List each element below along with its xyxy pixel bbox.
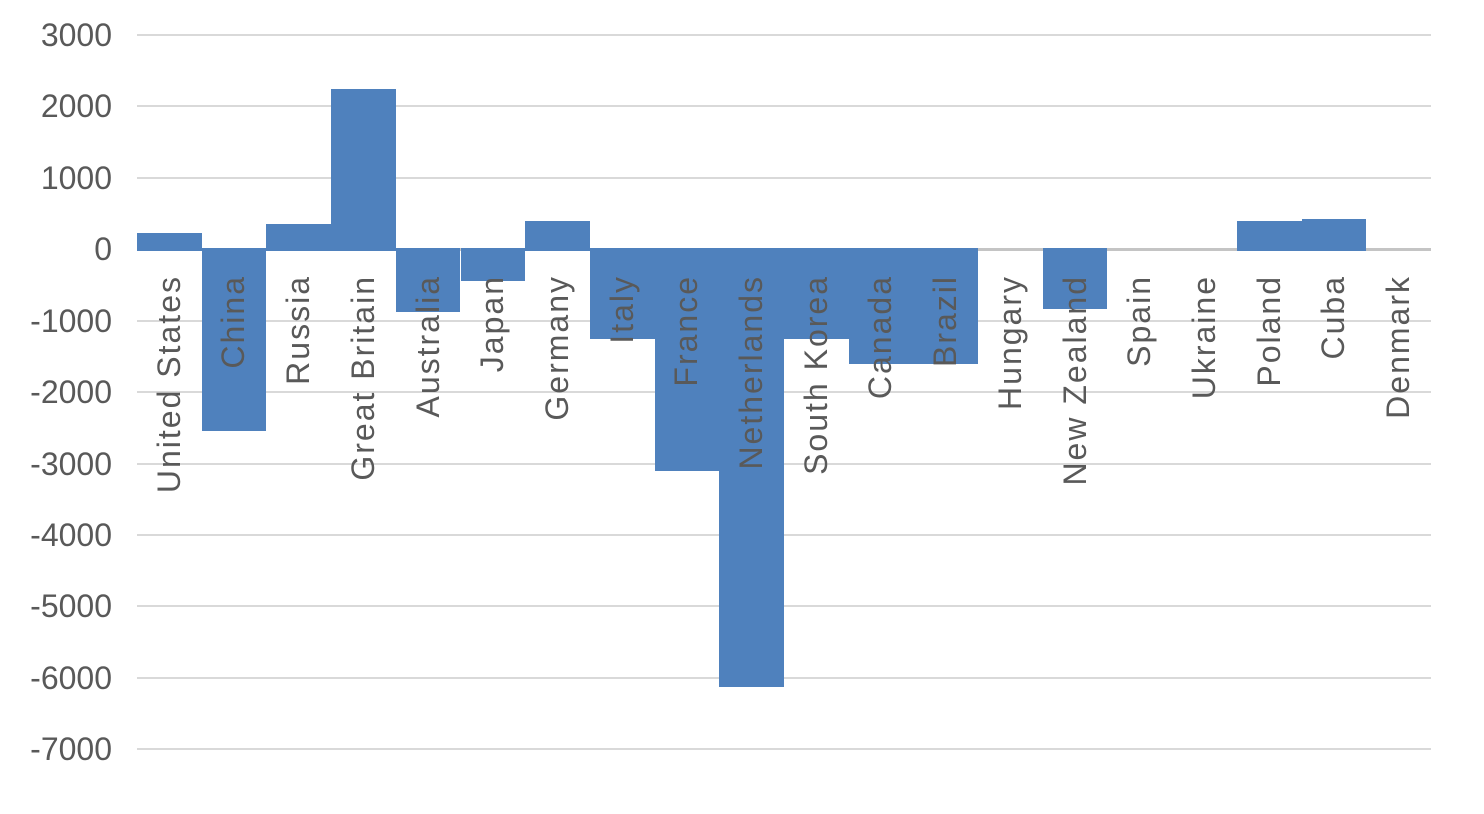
category-label-text: Poland [1250, 275, 1287, 387]
gridline--5000 [137, 605, 1431, 608]
ytick-label--1000: -1000 [30, 302, 112, 339]
gridline--3000 [137, 462, 1431, 465]
category-label-text: Cuba [1315, 275, 1352, 360]
category-label-australia: Australia [396, 275, 461, 535]
bar-germany [525, 220, 590, 251]
bar-cuba [1301, 219, 1367, 251]
bar-france [654, 248, 720, 471]
bar-great-britain [331, 88, 396, 251]
category-label-denmark: Denmark [1366, 275, 1431, 535]
category-label-text: Ukraine [1185, 275, 1222, 400]
category-label-text: Russia [280, 275, 317, 386]
category-label-united-states: United States [137, 275, 202, 535]
ytick-label--6000: -6000 [30, 659, 112, 696]
bar-russia [266, 224, 332, 251]
category-label-hungary: Hungary [978, 275, 1043, 535]
ytick-label-0: 0 [94, 231, 112, 268]
bar-new-zealand [1042, 248, 1108, 309]
ytick-label--4000: -4000 [30, 517, 112, 553]
bar-united-states [137, 232, 202, 251]
category-label-germany: Germany [525, 275, 590, 535]
category-label-text: Great Britain [344, 275, 381, 481]
category-label-text: Denmark [1380, 275, 1417, 420]
bar-poland [1236, 221, 1302, 251]
ytick-label--2000: -2000 [30, 374, 112, 411]
bar-south-korea [784, 248, 849, 340]
ytick-label--5000: -5000 [30, 588, 112, 625]
category-label-japan: Japan [461, 275, 526, 535]
category-label-spain: Spain [1108, 275, 1173, 535]
bar-italy [589, 248, 655, 339]
category-label-text: Japan [474, 275, 511, 373]
gridline--7000 [137, 748, 1431, 751]
category-label-new-zealand: New Zealand [1043, 275, 1108, 535]
gridline--4000 [137, 534, 1431, 536]
category-label-poland: Poland [1237, 275, 1302, 535]
category-label-text: United States [150, 275, 187, 494]
gridline--2000 [137, 391, 1431, 394]
bar-china [201, 248, 267, 432]
bar-netherlands [719, 248, 784, 688]
gridline-2000 [137, 105, 1431, 108]
gridline-3000 [137, 34, 1431, 36]
ytick-label--3000: -3000 [30, 445, 112, 482]
bar-japan [460, 248, 526, 281]
category-label-russia: Russia [266, 275, 331, 535]
gridline--6000 [137, 676, 1431, 679]
category-label-ukraine: Ukraine [1172, 275, 1237, 535]
ytick-label-1000: 1000 [40, 159, 112, 196]
gridline-1000 [137, 176, 1431, 179]
ytick-label-3000: 3000 [40, 17, 112, 53]
bar-canada [848, 248, 914, 364]
bar-australia [395, 248, 461, 313]
category-label-text: Germany [538, 275, 575, 421]
category-label-great-britain: Great Britain [331, 275, 396, 535]
category-label-cuba: Cuba [1302, 275, 1367, 535]
bar-brazil [913, 248, 979, 364]
ytick-label-2000: 2000 [40, 88, 112, 125]
category-label-text: Hungary [991, 275, 1028, 411]
ytick-label--7000: -7000 [30, 731, 112, 768]
